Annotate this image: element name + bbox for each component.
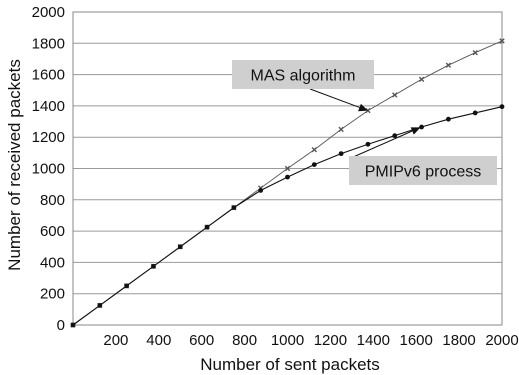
x-tick-labels: 200 400 600 800 1000 1200 1400 1600 1800 2000 bbox=[103, 332, 518, 349]
data-point bbox=[392, 133, 398, 139]
data-point bbox=[472, 110, 478, 116]
x-tick-label: 2000 bbox=[485, 332, 518, 349]
series-lines bbox=[70, 38, 505, 328]
plot-frame bbox=[72, 11, 503, 326]
annotation-leader bbox=[350, 130, 413, 159]
annotation-label: PMIPv6 process bbox=[365, 164, 481, 181]
data-point bbox=[311, 162, 317, 167]
annotation-pmipv6-process: PMIPv6 process bbox=[349, 127, 497, 185]
data-point bbox=[177, 244, 183, 250]
y-tick-label: 1200 bbox=[32, 129, 65, 146]
data-point bbox=[97, 303, 103, 308]
data-point bbox=[499, 104, 505, 110]
annotation-mas-algorithm: MAS algorithm bbox=[232, 60, 374, 112]
annotation-box bbox=[232, 60, 374, 89]
annotation-box bbox=[349, 156, 497, 185]
annotation-label: MAS algorithm bbox=[251, 68, 356, 85]
x-axis-title: Number of sent packets bbox=[200, 355, 380, 374]
x-tick-label: 600 bbox=[189, 332, 214, 349]
data-point bbox=[419, 124, 424, 130]
data-point bbox=[70, 322, 76, 328]
data-point bbox=[151, 263, 156, 269]
y-tick-labels: 0 200 400 600 800 1000 1200 1400 1600 1800 2000 bbox=[32, 4, 65, 334]
data-point bbox=[124, 283, 130, 289]
y-tick-label: 400 bbox=[40, 254, 65, 271]
arrow-head-icon bbox=[410, 127, 421, 135]
data-point bbox=[204, 224, 210, 230]
data-point bbox=[445, 62, 452, 68]
y-tick-label: 600 bbox=[40, 223, 65, 240]
data-point bbox=[445, 116, 451, 122]
data-point bbox=[418, 76, 425, 82]
x-tick-label: 1000 bbox=[271, 332, 304, 349]
y-tick-label: 1600 bbox=[32, 67, 65, 84]
data-point bbox=[231, 205, 237, 211]
y-tick-label: 1800 bbox=[32, 35, 65, 52]
x-tick-label: 200 bbox=[103, 332, 128, 349]
data-point bbox=[311, 147, 318, 153]
x-tick-label: 800 bbox=[232, 332, 257, 349]
x-tick-label: 400 bbox=[146, 332, 171, 349]
y-axis-title: Number of received packets bbox=[5, 59, 24, 271]
data-point bbox=[338, 126, 344, 133]
data-point bbox=[284, 165, 291, 172]
x-tick-label: 1800 bbox=[442, 332, 475, 349]
data-point bbox=[285, 174, 290, 180]
x-tick-label: 1600 bbox=[400, 332, 433, 349]
data-point bbox=[472, 49, 478, 56]
series-pmipv6 bbox=[70, 104, 505, 328]
y-tick-label: 2000 bbox=[32, 4, 65, 21]
annotation-leader bbox=[309, 88, 360, 108]
y-tick-label: 1400 bbox=[32, 98, 65, 115]
series-line bbox=[72, 106, 503, 326]
data-point bbox=[499, 38, 505, 44]
x-tick-label: 1400 bbox=[357, 332, 390, 349]
y-tick-label: 1000 bbox=[32, 161, 65, 178]
arrow-head-icon bbox=[358, 103, 368, 112]
x-tick-label: 1200 bbox=[314, 332, 347, 349]
data-point bbox=[365, 141, 371, 147]
data-point bbox=[338, 151, 344, 157]
data-point bbox=[258, 188, 264, 193]
y-tick-label: 800 bbox=[40, 192, 65, 209]
y-tick-label: 200 bbox=[40, 286, 65, 303]
annotations: MAS algorithm PMIPv6 process bbox=[232, 60, 497, 185]
y-tick-label: 0 bbox=[57, 317, 65, 334]
data-point bbox=[392, 92, 398, 98]
